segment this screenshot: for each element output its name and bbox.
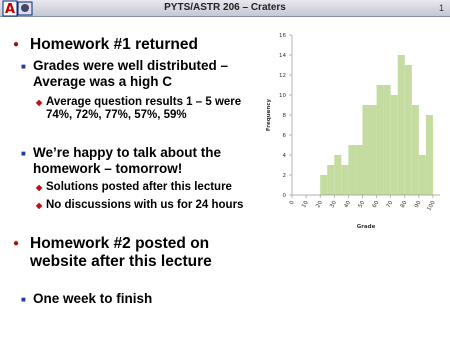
bar xyxy=(383,85,391,195)
y-tick-label: 6 xyxy=(283,133,287,139)
bullet: Homework #1 returned xyxy=(13,36,255,54)
bullet: One week to finish xyxy=(21,291,258,307)
bar xyxy=(320,175,328,195)
x-tick-label: 20 xyxy=(315,200,324,209)
y-tick-label: 0 xyxy=(283,193,287,199)
bar xyxy=(334,155,342,195)
bullet: We’re happy to talk about the homework –… xyxy=(21,145,258,176)
x-tick-label: 70 xyxy=(386,200,395,209)
y-tick-label: 16 xyxy=(279,33,286,39)
bar xyxy=(369,105,377,195)
x-tick-label: 100 xyxy=(426,200,437,213)
bar xyxy=(397,55,405,195)
x-axis-label: Grade xyxy=(357,224,376,230)
x-tick-label: 80 xyxy=(400,200,409,209)
bar xyxy=(341,165,349,195)
y-tick-label: 8 xyxy=(283,113,287,119)
bar xyxy=(348,145,356,195)
bullet: No discussions with us for 24 hours xyxy=(36,199,261,212)
bullet: Average question results 1 – 5 were 74%,… xyxy=(36,96,261,122)
bar xyxy=(355,145,363,195)
x-tick-label: 50 xyxy=(358,200,367,209)
y-tick-label: 10 xyxy=(279,93,286,99)
bar xyxy=(362,105,370,195)
bar xyxy=(411,105,419,195)
bar xyxy=(327,165,335,195)
bar xyxy=(425,115,433,195)
slide-title: PYTS/ASTR 206 – Craters xyxy=(164,2,286,13)
bar xyxy=(404,65,412,195)
x-tick-label: 60 xyxy=(372,200,381,209)
bar xyxy=(376,85,384,195)
bar xyxy=(390,95,398,195)
bullet: Grades were well distributed – Average w… xyxy=(21,58,258,89)
page-number: 1 xyxy=(438,3,444,13)
bullet: Solutions posted after this lecture xyxy=(36,181,261,194)
svg-text:A: A xyxy=(5,2,15,17)
x-tick-label: 0 xyxy=(289,200,296,206)
x-tick-label: 40 xyxy=(343,200,352,209)
x-tick-label: 90 xyxy=(414,200,423,209)
y-tick-label: 12 xyxy=(279,73,286,79)
logo: A xyxy=(2,0,33,17)
x-tick-label: 10 xyxy=(301,200,310,209)
y-axis-label: Frequency xyxy=(266,98,272,131)
header-bar: A PYTS/ASTR 206 – Craters 1 xyxy=(0,0,450,17)
y-tick-label: 4 xyxy=(283,153,287,159)
bar xyxy=(418,155,426,195)
bullet: Homework #2 posted on website after this… xyxy=(13,235,255,271)
y-tick-label: 2 xyxy=(283,173,287,179)
x-tick-label: 30 xyxy=(329,200,338,209)
y-tick-label: 14 xyxy=(279,53,286,59)
